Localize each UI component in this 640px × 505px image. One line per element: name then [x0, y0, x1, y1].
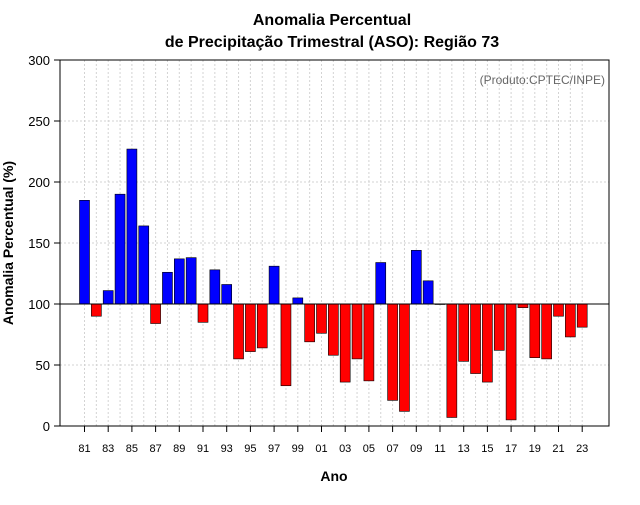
- chart-title-line1: Anomalia Percentual: [253, 12, 411, 29]
- y-tick-label: 300: [28, 53, 50, 68]
- y-tick-label: 250: [28, 114, 50, 129]
- bar-01: [316, 303, 327, 334]
- x-tick-label: 85: [126, 443, 138, 455]
- bar-95: [245, 303, 256, 352]
- bar-87: [150, 303, 161, 324]
- bar-15: [482, 303, 493, 383]
- bar-04: [351, 303, 363, 360]
- bar-16: [493, 303, 505, 351]
- bar-10: [422, 280, 434, 305]
- bar-22: [565, 303, 576, 338]
- x-tick-label: 93: [221, 443, 233, 455]
- bar-02: [328, 303, 339, 356]
- x-tick-label: 17: [505, 443, 517, 455]
- x-tick-label: 23: [576, 443, 588, 455]
- bar-18: [517, 303, 529, 308]
- bar-88: [162, 271, 173, 305]
- bar-90: [185, 257, 197, 305]
- bar-91: [197, 303, 209, 323]
- bar-09: [410, 250, 422, 305]
- x-axis-label: Ano: [320, 468, 347, 484]
- bar-81: [79, 200, 90, 305]
- x-tick-label: 87: [149, 443, 161, 455]
- bar-86: [138, 225, 150, 305]
- y-tick-label: 0: [43, 419, 50, 434]
- bar-89: [174, 258, 185, 305]
- bars: [79, 148, 588, 421]
- bar-19: [529, 303, 541, 358]
- bar-00: [304, 303, 315, 343]
- x-tick-label: 05: [363, 443, 375, 455]
- bar-82: [91, 303, 102, 317]
- x-tick-label: 95: [244, 443, 256, 455]
- bar-07: [387, 303, 398, 401]
- bar-05: [363, 303, 375, 382]
- watermark-label: (Produto:CPTEC/INPE): [480, 73, 605, 87]
- bar-98: [280, 303, 292, 387]
- x-tick-label: 97: [268, 443, 280, 455]
- y-axis-label: Anomalia Percentual (%): [0, 161, 16, 325]
- y-tick-label: 100: [28, 297, 50, 312]
- bar-99: [292, 297, 304, 305]
- bar-94: [233, 303, 244, 360]
- bar-92: [209, 269, 221, 305]
- chart-title-line2: de Precipitação Trimestral (ASO): Região…: [165, 34, 499, 51]
- bar-20: [541, 303, 552, 360]
- bar-93: [221, 284, 232, 305]
- bar-85: [126, 148, 138, 305]
- x-tick-label: 91: [197, 443, 209, 455]
- bar-12: [446, 303, 458, 418]
- y-tick-label: 200: [28, 175, 50, 190]
- x-tick-label: 89: [173, 443, 185, 455]
- bar-83: [102, 290, 114, 305]
- bar-21: [553, 303, 564, 317]
- x-tick-label: 81: [78, 443, 90, 455]
- x-tick-label: 03: [339, 443, 351, 455]
- x-tick-label: 99: [292, 443, 304, 455]
- x-tick-label: 13: [458, 443, 470, 455]
- x-tick-label: 15: [481, 443, 493, 455]
- bar-97: [268, 265, 280, 305]
- x-tick-label: 83: [102, 443, 114, 455]
- bar-14: [470, 303, 481, 374]
- bar-08: [399, 303, 410, 412]
- y-tick-label: 50: [36, 358, 50, 373]
- bar-03: [339, 303, 351, 383]
- x-tick-label: 21: [552, 443, 564, 455]
- y-tick-label: 150: [28, 236, 50, 251]
- bar-17: [505, 303, 517, 421]
- x-tick-label: 01: [315, 443, 327, 455]
- x-tick-label: 11: [434, 443, 445, 455]
- bar-96: [256, 303, 268, 349]
- bar-06: [375, 262, 387, 305]
- x-tick-label: 19: [529, 443, 541, 455]
- x-tick-label: 07: [386, 443, 398, 455]
- x-tick-label: 09: [410, 443, 422, 455]
- bar-13: [458, 303, 470, 362]
- bar-84: [114, 193, 126, 305]
- bar-23: [576, 303, 588, 328]
